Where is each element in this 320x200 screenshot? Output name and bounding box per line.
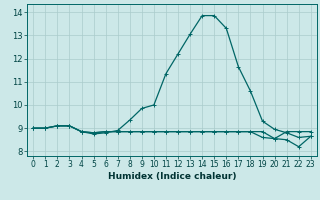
X-axis label: Humidex (Indice chaleur): Humidex (Indice chaleur) — [108, 172, 236, 181]
